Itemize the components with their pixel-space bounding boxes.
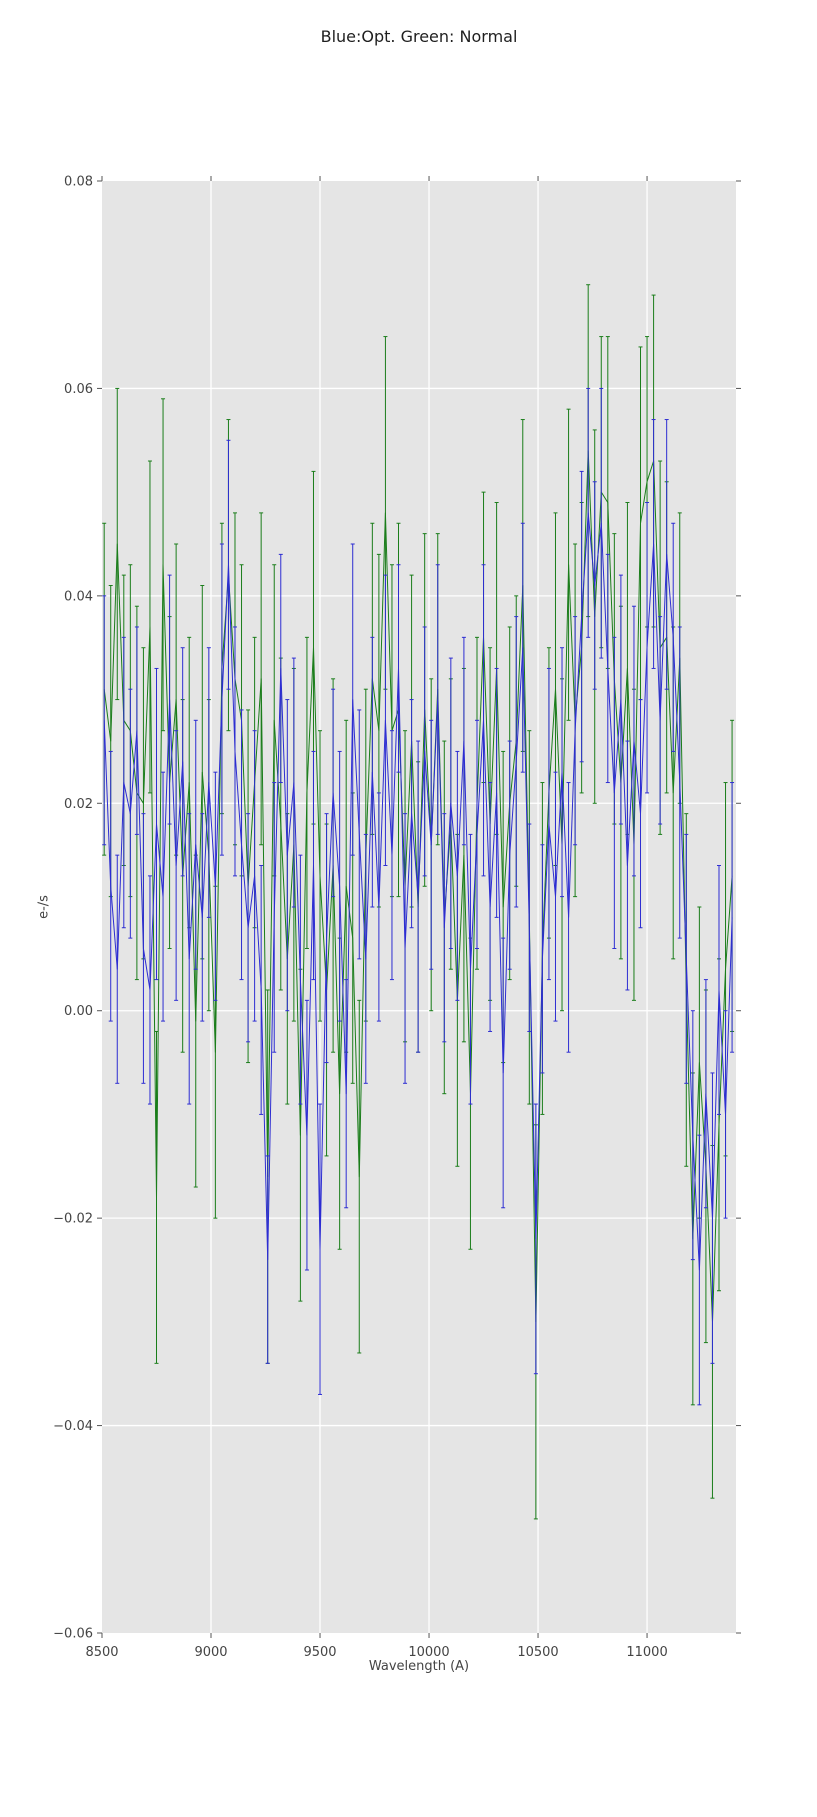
x-tick-label: 10500 [517, 1645, 558, 1660]
tick-labels: 8500 9000 9500 10000 10500 11000 −0.06 −0.04 −0.… [53, 175, 668, 1660]
series-opt [102, 387, 735, 1406]
y-tick-label: −0.06 [53, 1627, 93, 1642]
x-axis-label: Wavelength (A) [368, 1659, 470, 1674]
y-tick-label: 0.00 [64, 1004, 93, 1019]
plot-background [102, 181, 736, 1633]
series-line-opt [103, 512, 733, 1271]
x-tick-label: 9000 [194, 1645, 227, 1660]
y-tick-label: 0.06 [64, 382, 93, 397]
x-tick-label: 11000 [626, 1645, 667, 1660]
chart-title: Blue:Opt. Green: Normal [320, 27, 518, 46]
x-tick-label: 8500 [85, 1645, 118, 1660]
y-tick-label: 0.08 [64, 175, 93, 190]
y-tick-label: 0.02 [64, 797, 93, 812]
x-tick-label: 10000 [408, 1645, 449, 1660]
y-tick-label: −0.02 [53, 1212, 93, 1227]
tick-marks [97, 176, 741, 1638]
y-tick-label: 0.04 [64, 589, 93, 604]
y-tick-label: −0.04 [53, 1419, 93, 1434]
x-tick-label: 9500 [303, 1645, 336, 1660]
y-axis-label: e-/s [36, 895, 52, 919]
